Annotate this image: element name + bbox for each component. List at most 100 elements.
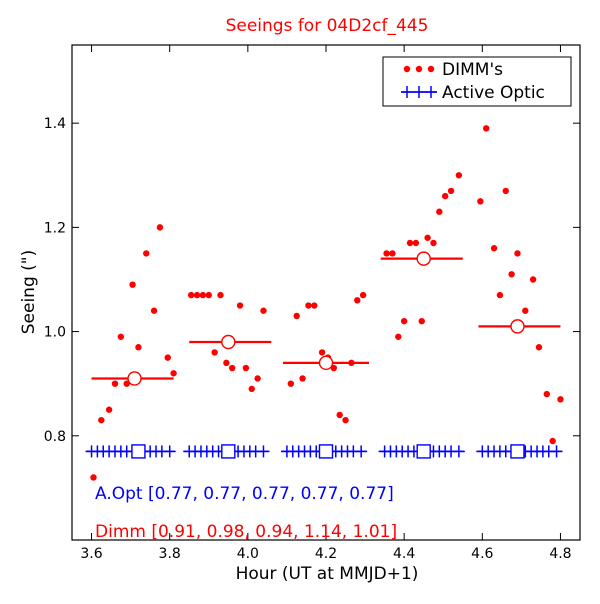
y-axis-label: Seeing (") [19, 250, 39, 335]
dimm-point-26 [287, 380, 295, 387]
dimm-point-50 [447, 187, 455, 195]
x-tick-label-1: 3.8 [159, 546, 181, 562]
dimm-point-40 [389, 250, 396, 257]
legend: DIMM's Active Optic [382, 56, 572, 107]
dimm-point-24 [254, 375, 261, 382]
dimm-point-41 [395, 333, 402, 340]
data-layer [85, 125, 564, 481]
legend-box [382, 56, 572, 107]
active-optic-point-4-11 [550, 445, 563, 458]
dimm-point-44 [412, 239, 420, 247]
y-tick-label-0: 0.8 [44, 429, 66, 445]
y-tick-label-2: 1.2 [44, 220, 66, 236]
dimm-point-59 [522, 307, 529, 314]
active-optic-mean-marker-3 [416, 444, 431, 459]
legend-dimm-dot-1 [415, 65, 423, 73]
active-optic-point-0-12 [163, 445, 176, 458]
legend-active-optic-plus-0 [401, 86, 413, 98]
dimm-point-47 [430, 239, 437, 247]
dimm-point-46 [424, 234, 431, 241]
x-tick-label-0: 3.6 [80, 546, 102, 562]
chart-title: Seeings for 04D2cf_445 [226, 16, 429, 36]
dimm-point-11 [164, 354, 171, 361]
dimm-point-7 [135, 344, 142, 351]
dimm-mean-marker-0 [127, 371, 142, 386]
dimm-point-56 [502, 187, 509, 195]
dimm-point-45 [418, 317, 425, 325]
dimm-point-63 [549, 437, 556, 445]
annotation-active-optic: A.Opt [0.77, 0.77, 0.77, 0.77, 0.77] [95, 484, 394, 504]
dimm-point-57 [508, 271, 515, 278]
active-optic-mean-marker-4 [510, 444, 525, 459]
plot-area [72, 45, 580, 540]
dimm-point-31 [318, 349, 326, 356]
dimm-point-10 [156, 224, 164, 231]
dimm-point-0 [90, 474, 97, 481]
legend-active-optic-plus-2 [425, 86, 437, 98]
dimm-point-62 [543, 390, 550, 398]
dimm-point-23 [248, 385, 255, 393]
dimm-point-1 [98, 416, 105, 424]
active-optic-mean-marker-2 [318, 444, 334, 459]
dimm-point-14 [193, 291, 201, 299]
active-optic-mean-marker-0 [131, 444, 146, 459]
active-optic-mean-marker-1 [221, 444, 236, 459]
dimm-point-18 [217, 291, 224, 299]
dimm-point-36 [348, 359, 355, 367]
active-optic-point-3-11 [452, 445, 465, 458]
dimm-point-6 [129, 281, 136, 288]
dimm-point-61 [535, 344, 543, 351]
legend-label-active-optic: Active Optic [442, 83, 545, 103]
dimm-point-35 [342, 416, 349, 424]
dimm-point-34 [336, 411, 343, 419]
x-tick-label-6: 4.8 [549, 546, 571, 562]
dimm-point-28 [299, 375, 306, 382]
legend-label-dimm: DIMM's [442, 60, 503, 80]
dimm-mean-marker-4 [510, 319, 525, 334]
dimm-point-22 [242, 364, 250, 372]
dimm-point-20 [229, 364, 236, 372]
dimm-point-8 [143, 250, 150, 257]
legend-marker-dimm [403, 65, 435, 73]
dimm-point-42 [400, 317, 408, 325]
y-tick-label-3: 1.4 [44, 116, 66, 132]
dimm-point-54 [490, 245, 498, 252]
dimm-point-38 [359, 291, 367, 299]
dimm-mean-marker-3 [416, 251, 431, 266]
dimm-point-49 [441, 192, 449, 200]
legend-dimm-dot-2 [427, 65, 435, 73]
dimm-point-52 [477, 198, 484, 205]
dimm-point-19 [223, 359, 230, 367]
dimm-point-39 [383, 250, 390, 257]
dimm-point-3 [111, 380, 119, 387]
x-axis-label: Hour (UT at MMJD+1) [236, 564, 419, 584]
dimm-point-51 [455, 172, 463, 179]
dimm-mean-marker-1 [221, 334, 236, 350]
dimm-point-17 [211, 349, 218, 356]
dimm-point-21 [236, 302, 244, 309]
legend-dimm-dot-0 [403, 65, 411, 73]
annotation-dimm: Dimm [0.91, 0.98, 0.94, 1.14, 1.01] [95, 522, 397, 542]
dimm-point-12 [170, 370, 177, 377]
dimm-point-37 [354, 297, 361, 304]
x-tick-label-5: 4.6 [471, 546, 493, 562]
dimm-point-53 [483, 125, 490, 132]
dimm-point-43 [406, 239, 414, 247]
dimm-point-29 [305, 302, 312, 309]
axes-layer: 3.6 3.8 4.0 4.2 4.4 4.6 4.8 0.8 1.0 1.2 1.4 [44, 45, 580, 562]
legend-active-optic-plus-1 [413, 86, 425, 98]
legend-marker-active-optic [401, 86, 437, 98]
x-tick-label-3: 4.2 [315, 546, 337, 562]
dimm-point-25 [260, 307, 267, 314]
x-tick-label-2: 4.0 [237, 546, 259, 562]
dimm-point-16 [205, 291, 212, 299]
dimm-point-27 [293, 312, 300, 320]
dimm-point-60 [529, 276, 537, 283]
dimm-point-58 [514, 250, 521, 257]
active-optic-point-2-11 [355, 445, 368, 458]
dimm-point-15 [199, 291, 207, 299]
dimm-point-2 [105, 406, 113, 413]
dimm-point-64 [557, 396, 564, 403]
